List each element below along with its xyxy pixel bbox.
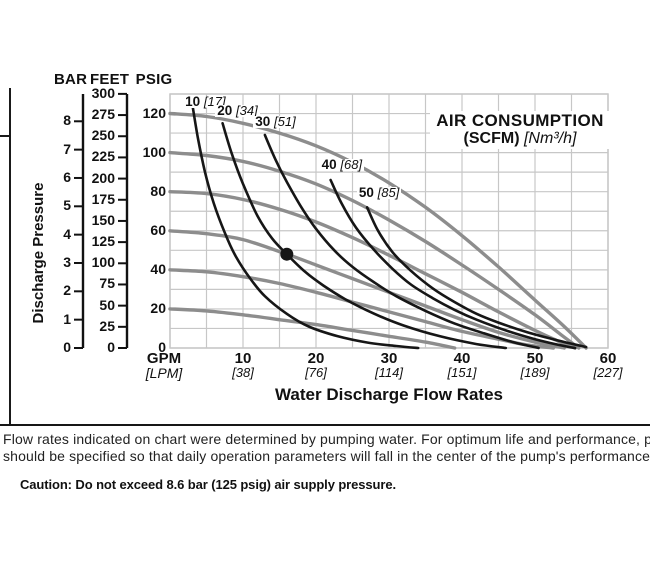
feet-tick-label: 0	[107, 339, 115, 355]
x-axis-unit-gpm: GPM	[146, 350, 182, 367]
gpm-value: 10	[234, 350, 252, 367]
feet-tick-label: 75	[99, 275, 115, 292]
x-axis-title: Water Discharge Flow Rates	[275, 385, 503, 404]
bar-tick-label: 1	[63, 310, 71, 327]
left-frame-line	[9, 88, 11, 426]
x-axis-unit-lpm: [LPM]	[145, 365, 183, 381]
air-curve-label: 40 [68]	[319, 157, 365, 173]
air-curve-nm3h-value: [34]	[236, 102, 258, 118]
gpm-tick-label: 60 [227]	[581, 351, 635, 380]
gpm-tick-label: 30 [114]	[362, 351, 416, 380]
gpm-tick-label: 10 [38]	[216, 351, 270, 380]
air-curve-label: 20 [34]	[215, 102, 260, 118]
gpm-value: 40	[453, 350, 471, 367]
air-curve-label: 50 [85]	[356, 184, 402, 200]
performance-curve	[168, 190, 577, 350]
bar-tick-label: 0	[63, 339, 71, 355]
bar-tick-label: 3	[63, 253, 71, 270]
feet-tick-label: 275	[91, 106, 115, 123]
lpm-value: [151]	[447, 365, 477, 380]
feet-tick-label: 100	[91, 254, 115, 271]
feet-tick-label: 225	[91, 148, 115, 165]
axis-header-psig: PSIG	[135, 71, 173, 88]
feet-tick-label: 150	[91, 211, 115, 228]
air-curve-scfm-value: 10	[185, 93, 204, 109]
psig-tick-label: 100	[142, 143, 166, 160]
feet-tick-label: 250	[91, 127, 115, 144]
psig-tick-label: 60	[150, 221, 166, 238]
feet-tick-label: 125	[91, 233, 115, 250]
air-curve-scfm-value: 20	[217, 102, 237, 118]
axis-header-bar: BAR	[54, 71, 88, 88]
air-curve-scfm-value: 40	[321, 157, 341, 173]
bar-tick-label: 8	[63, 112, 71, 129]
psig-tick-label: 80	[150, 182, 166, 199]
psig-tick-label: 120	[142, 104, 166, 121]
lpm-value: [76]	[305, 365, 327, 380]
bar-tick-label: 5	[63, 197, 71, 214]
plot-border	[169, 93, 609, 349]
performance-curve	[168, 307, 457, 350]
axis-header-feet: FEET	[90, 71, 130, 88]
air-consumption-curve	[263, 133, 540, 350]
feet-tick-label: 175	[91, 190, 115, 207]
note-line1: Flow rates indicated on chart were deter…	[3, 431, 650, 447]
feet-tick-label: 300	[91, 84, 115, 101]
air-curve-nm3h-value: [68]	[340, 157, 363, 173]
lpm-value: [114]	[375, 365, 403, 380]
chart-title: AIR CONSUMPTION (SCFM) [Nm³/h]	[430, 111, 610, 149]
chart-bottom-rule	[0, 424, 650, 426]
chart-title-scfm: (SCFM)	[463, 130, 520, 147]
bar-tick-label: 2	[63, 282, 71, 299]
bar-tick-label: 6	[63, 168, 71, 185]
lpm-value: [227]	[593, 365, 623, 380]
air-curve-label: 30 [51]	[253, 114, 298, 130]
performance-curve	[168, 229, 566, 350]
performance-curve	[168, 111, 588, 350]
gpm-value: 60	[599, 350, 617, 367]
air-curve-nm3h-value: [85]	[377, 184, 400, 200]
air-curve-nm3h-value: [17]	[203, 93, 226, 109]
gpm-value: 50	[526, 350, 544, 367]
note-line2: should be specified so that daily operat…	[3, 448, 650, 464]
feet-tick-label: 50	[99, 296, 115, 313]
chart-title-line2: (SCFM) [Nm³/h]	[430, 130, 610, 147]
chart-title-line1: AIR CONSUMPTION	[436, 111, 604, 130]
caution-text: Caution: Do not exceed 8.6 bar (125 psig…	[20, 477, 396, 492]
psig-tick-label: 20	[150, 299, 166, 316]
lpm-value: [189]	[520, 365, 550, 380]
left-frame-stub	[0, 135, 11, 137]
gpm-tick-label: 40 [151]	[435, 351, 489, 380]
feet-tick-label: 25	[99, 317, 115, 334]
air-curve-scfm-value: 50	[358, 184, 378, 200]
air-consumption-curve	[190, 100, 420, 350]
gpm-tick-label: 20 [76]	[289, 351, 343, 380]
gpm-value: 30	[380, 350, 398, 367]
feet-tick-label: 200	[91, 169, 115, 186]
performance-curve	[168, 150, 581, 350]
air-consumption-curve	[221, 122, 508, 350]
air-curve-scfm-value: 30	[255, 114, 274, 130]
bar-tick-label: 7	[63, 140, 71, 157]
psig-tick-label: 0	[158, 339, 166, 355]
psig-tick-label: 40	[150, 260, 166, 277]
lpm-value: [38]	[232, 365, 254, 380]
air-curve-nm3h-value: [51]	[274, 114, 296, 130]
gpm-tick-label: 50 [189]	[508, 351, 562, 380]
air-consumption-curve	[329, 178, 577, 350]
bar-tick-label: 4	[63, 225, 71, 242]
gpm-value: 20	[307, 350, 325, 367]
air-consumption-curve	[365, 206, 588, 349]
operating-point-marker	[280, 247, 294, 261]
chart-title-nm3h: [Nm³/h]	[523, 130, 577, 147]
